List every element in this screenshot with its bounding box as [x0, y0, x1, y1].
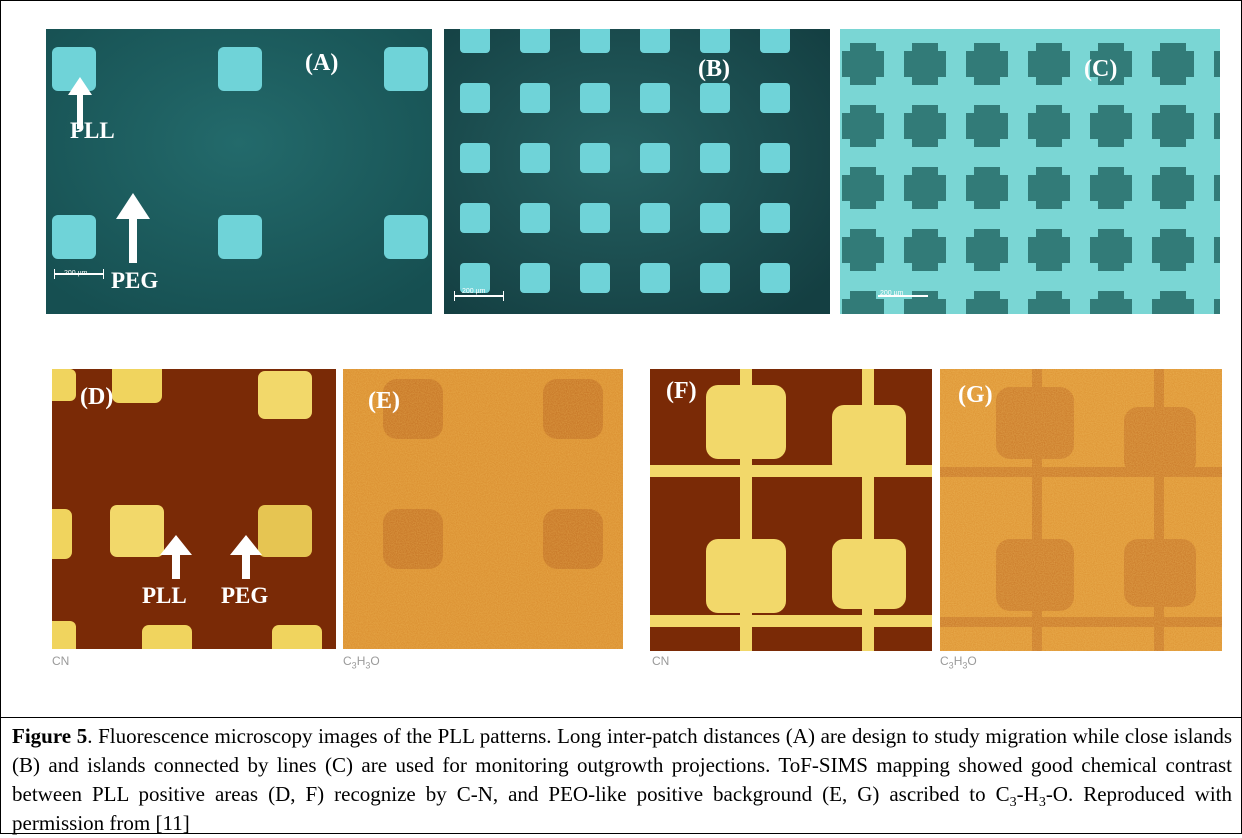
panel-f-ion-label: CN [652, 654, 670, 668]
panel-f-label: (F) [666, 378, 697, 404]
caption-sub-2: 3 [1038, 795, 1046, 811]
panel-b-island [460, 203, 490, 233]
panel-a-image [46, 29, 432, 314]
panel-b-island [520, 263, 550, 293]
panel-c-label: (C) [1084, 56, 1118, 82]
scale-bar-a-text: 200 µm [64, 270, 88, 277]
pll-annotation-d: PLL [142, 583, 187, 608]
caption-text-3: -O. Reproduced with permission from [11] [12, 782, 1232, 835]
figure-caption: Figure 5. Fluorescence microscopy images… [12, 722, 1232, 838]
caption-text-1: . Fluorescence microscopy images of the … [12, 724, 1232, 806]
panel-b-island [760, 29, 790, 53]
panel-b-island [460, 29, 490, 53]
peg-annotation-d: PEG [221, 583, 269, 608]
panel-g-ion-label: C3H3O [940, 654, 977, 671]
panel-b-island [760, 83, 790, 113]
panel-b-island [580, 203, 610, 233]
panel-b-island [520, 29, 550, 53]
scale-bar-c-text: 200 µm [880, 290, 904, 297]
pll-annotation-a: PLL [70, 118, 115, 143]
panel-d-image [52, 369, 336, 649]
panel-b-island [700, 203, 730, 233]
panel-b-island [580, 143, 610, 173]
caption-text-2: -H [1016, 782, 1039, 806]
panel-b-island [760, 263, 790, 293]
panel-b-island [520, 83, 550, 113]
panel-b-island [640, 263, 670, 293]
panel-d-ion-label: CN [52, 654, 70, 668]
caption-label: Figure 5 [12, 724, 88, 748]
panel-b-image [444, 29, 830, 314]
panel-e-ion-label: C3H3O [343, 654, 380, 671]
panel-b-island [760, 203, 790, 233]
panel-b-island [700, 143, 730, 173]
panel-b-island [460, 263, 490, 293]
panel-b-island [640, 29, 670, 53]
panel-g-image [940, 369, 1222, 651]
panel-g-label: (G) [958, 382, 993, 408]
panel-b-island [580, 29, 610, 53]
panel-b-label: (B) [698, 56, 730, 82]
panel-b-island [520, 143, 550, 173]
panel-c-image [840, 29, 1220, 314]
panel-b-island [760, 143, 790, 173]
caption-sub-1: 3 [1009, 795, 1017, 811]
panel-b-island [640, 143, 670, 173]
panel-b-island [700, 29, 730, 53]
panel-f-image [650, 369, 932, 651]
panel-b-island [700, 83, 730, 113]
caption-separator [0, 717, 1242, 718]
panel-b-island [700, 263, 730, 293]
panel-b-island [460, 143, 490, 173]
panel-d-label: (D) [80, 384, 114, 410]
peg-annotation-a: PEG [111, 268, 159, 293]
panel-b-island [520, 203, 550, 233]
panel-e-image [343, 369, 623, 649]
panel-b-island [580, 263, 610, 293]
panel-b-island [640, 83, 670, 113]
panel-b-island [640, 203, 670, 233]
panel-e-label: (E) [368, 388, 400, 414]
scale-bar-b-text: 200 µm [462, 288, 486, 295]
panel-b-island [460, 83, 490, 113]
panel-b-island [580, 83, 610, 113]
panel-a-label: (A) [305, 50, 339, 76]
